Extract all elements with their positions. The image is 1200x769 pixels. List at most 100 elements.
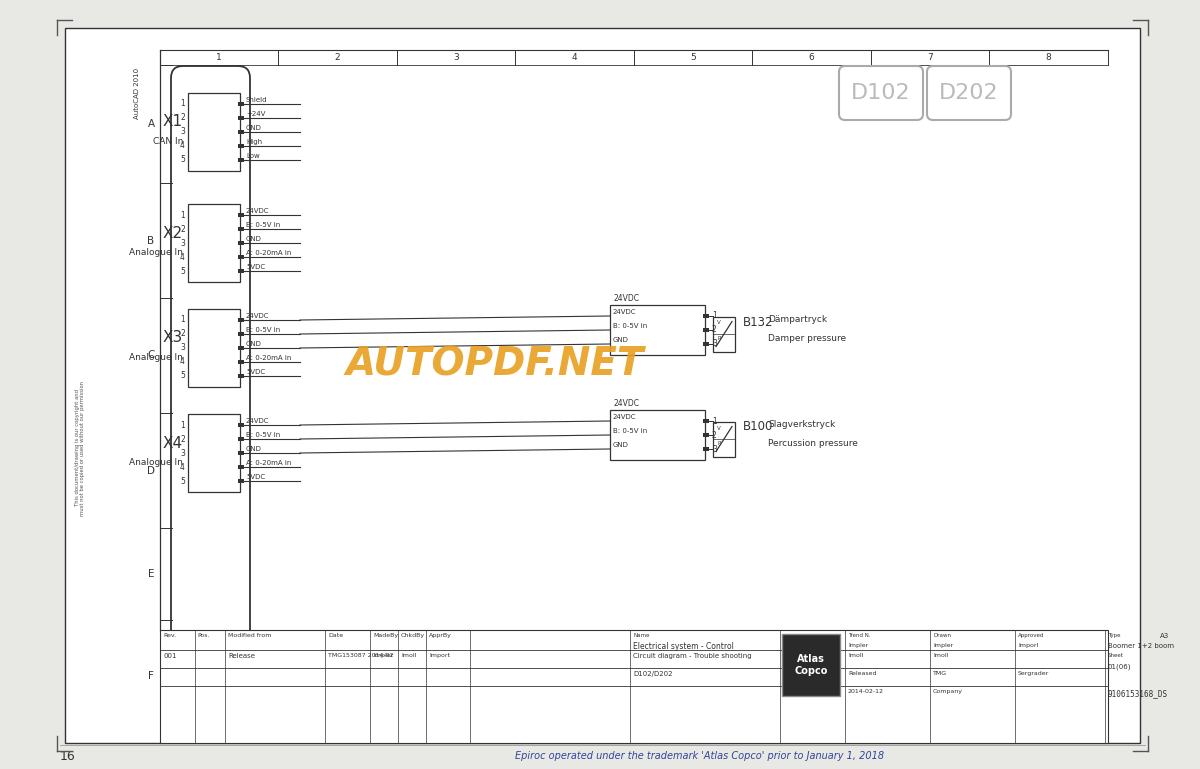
Text: 4: 4 xyxy=(180,141,185,151)
Text: B132: B132 xyxy=(743,315,774,328)
Text: 1: 1 xyxy=(180,99,185,108)
Text: Rev.: Rev. xyxy=(163,633,176,638)
Text: Percussion pressure: Percussion pressure xyxy=(768,439,858,448)
Bar xyxy=(238,241,244,245)
Text: Analogue In: Analogue In xyxy=(130,248,182,257)
Bar xyxy=(65,28,1140,743)
Bar xyxy=(238,102,244,106)
Text: 5: 5 xyxy=(180,477,185,485)
Bar xyxy=(703,328,709,332)
Text: 5: 5 xyxy=(180,155,185,165)
Text: Type: Type xyxy=(1108,633,1121,638)
FancyBboxPatch shape xyxy=(172,66,250,662)
Text: A3: A3 xyxy=(1160,633,1169,639)
Bar xyxy=(610,305,706,355)
Text: Shield: Shield xyxy=(246,97,268,103)
Text: 24VDC: 24VDC xyxy=(613,309,636,315)
Text: 3: 3 xyxy=(712,339,716,348)
Text: GND: GND xyxy=(246,236,262,242)
Text: 7: 7 xyxy=(928,52,932,62)
Text: AutoCAD 2010: AutoCAD 2010 xyxy=(134,68,140,118)
Text: A: 0-20mA in: A: 0-20mA in xyxy=(246,250,292,256)
Text: D102: D102 xyxy=(851,83,911,103)
Text: Circuit diagram - Trouble shooting: Circuit diagram - Trouble shooting xyxy=(634,653,751,659)
Text: 1: 1 xyxy=(216,52,222,62)
Text: 24VDC: 24VDC xyxy=(246,418,270,424)
Text: Atlas
Copco: Atlas Copco xyxy=(794,654,828,676)
Text: 2: 2 xyxy=(180,434,185,444)
Text: Damper pressure: Damper pressure xyxy=(768,334,846,343)
Text: Low: Low xyxy=(246,153,259,159)
Text: 4: 4 xyxy=(180,462,185,471)
Bar xyxy=(238,360,244,364)
Bar xyxy=(782,634,840,696)
Text: B: 0-5V in: B: 0-5V in xyxy=(613,323,647,329)
Text: A: 0-20mA in: A: 0-20mA in xyxy=(246,460,292,466)
Bar xyxy=(238,318,244,322)
Text: 4: 4 xyxy=(180,358,185,367)
Text: Modified from: Modified from xyxy=(228,633,271,638)
Bar xyxy=(703,419,709,423)
Text: 5: 5 xyxy=(690,52,696,62)
Text: Analogue In: Analogue In xyxy=(130,458,182,467)
Text: C: C xyxy=(148,351,155,361)
Bar xyxy=(713,317,734,351)
Text: This document/drawing is our copyright and
must not be copied or used without ou: This document/drawing is our copyright a… xyxy=(74,381,85,515)
Text: High: High xyxy=(246,139,262,145)
Text: V: V xyxy=(718,425,721,431)
Text: 3: 3 xyxy=(454,52,458,62)
Bar xyxy=(703,433,709,437)
Text: 5: 5 xyxy=(180,267,185,275)
Bar xyxy=(238,346,244,350)
Text: X2: X2 xyxy=(163,225,182,241)
Text: 1: 1 xyxy=(180,421,185,430)
Text: Date: Date xyxy=(328,633,343,638)
Text: B: 0-5V in: B: 0-5V in xyxy=(246,432,281,438)
Text: Impler: Impler xyxy=(848,643,869,648)
Text: CAN In: CAN In xyxy=(152,137,182,146)
Bar xyxy=(238,451,244,455)
Text: 24VDC: 24VDC xyxy=(246,313,270,319)
Bar xyxy=(238,130,244,134)
Text: Imoll: Imoll xyxy=(848,653,863,658)
Text: 2: 2 xyxy=(180,225,185,234)
Text: 1: 1 xyxy=(712,311,716,321)
Bar xyxy=(610,410,706,460)
Text: 24VDC: 24VDC xyxy=(613,294,640,303)
Text: 1: 1 xyxy=(180,315,185,325)
Text: 3: 3 xyxy=(180,448,185,458)
Text: 5: 5 xyxy=(180,371,185,381)
Text: Imporl: Imporl xyxy=(1018,643,1038,648)
Text: Imoll: Imoll xyxy=(401,653,416,658)
Bar xyxy=(713,421,734,457)
Bar xyxy=(188,309,240,387)
Bar xyxy=(238,332,244,336)
Text: 3: 3 xyxy=(180,128,185,137)
Text: B: 0-5V in: B: 0-5V in xyxy=(246,222,281,228)
Text: 24VDC: 24VDC xyxy=(613,414,636,420)
Text: D102/D202: D102/D202 xyxy=(634,671,672,677)
Text: 2: 2 xyxy=(180,114,185,122)
Text: Analogue In: Analogue In xyxy=(130,353,182,362)
Text: E: E xyxy=(148,569,155,579)
Text: 2: 2 xyxy=(335,52,341,62)
Text: 4: 4 xyxy=(571,52,577,62)
Text: X3: X3 xyxy=(163,331,182,345)
Text: GND: GND xyxy=(613,337,629,343)
Bar xyxy=(188,93,240,171)
Text: 01(06): 01(06) xyxy=(1108,663,1132,670)
Text: Trend N.: Trend N. xyxy=(848,633,871,638)
Text: Approved: Approved xyxy=(1018,633,1044,638)
Text: Sheet: Sheet xyxy=(1108,653,1124,658)
Text: 2: 2 xyxy=(712,431,716,440)
Text: B: 0-5V in: B: 0-5V in xyxy=(613,428,647,434)
Text: 16: 16 xyxy=(60,750,76,763)
Text: B: B xyxy=(148,235,155,245)
Bar xyxy=(703,314,709,318)
Text: B: 0-5V in: B: 0-5V in xyxy=(246,327,281,333)
Text: 5VDC: 5VDC xyxy=(246,264,265,270)
Text: Name: Name xyxy=(634,633,649,638)
Text: TMG: TMG xyxy=(934,671,947,676)
Text: 4: 4 xyxy=(180,252,185,261)
Text: GND: GND xyxy=(613,442,629,448)
